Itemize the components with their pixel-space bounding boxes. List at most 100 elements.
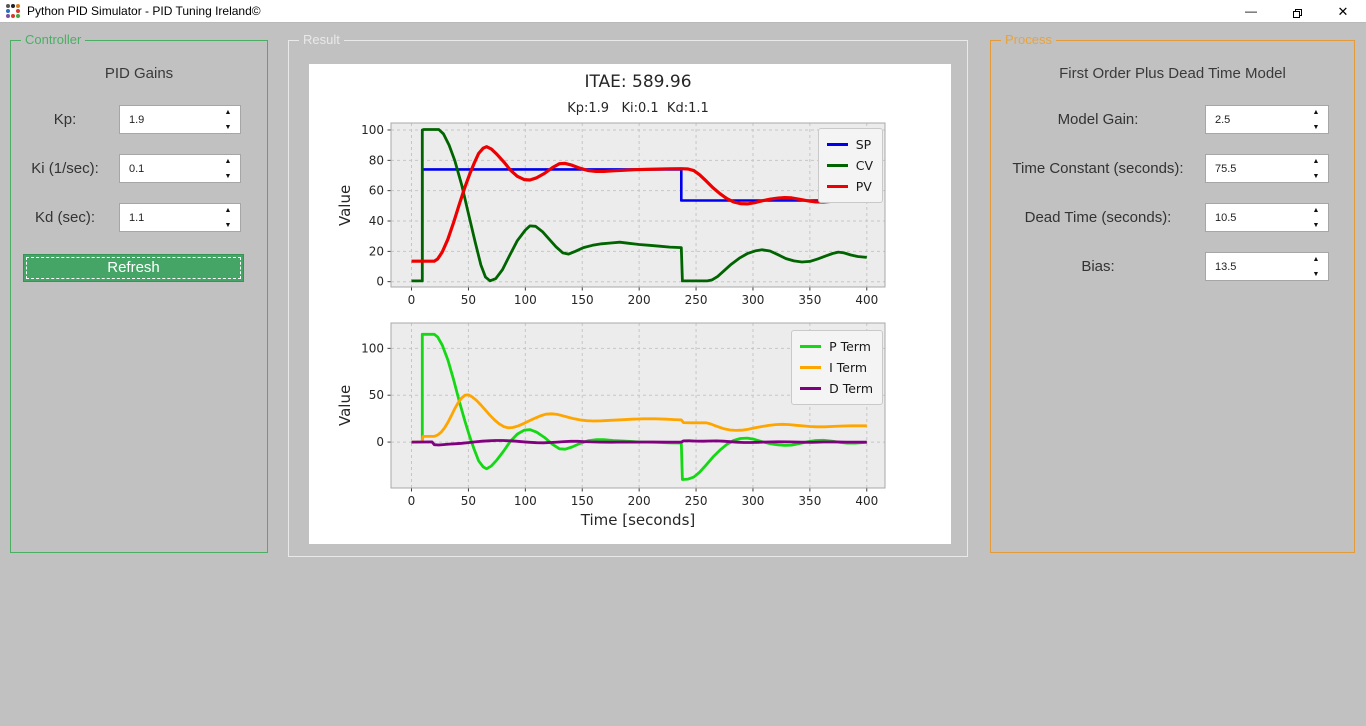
time-constant-input[interactable] bbox=[1215, 155, 1301, 182]
svg-text:80: 80 bbox=[369, 153, 384, 167]
model-gain-spin-down-icon[interactable]: ▼ bbox=[1312, 124, 1320, 131]
ki-spinbox[interactable]: ▲▼ bbox=[119, 154, 241, 183]
time-constant-spinbox[interactable]: ▲▼ bbox=[1205, 154, 1329, 183]
time-constant-spin-up-icon[interactable]: ▲ bbox=[1312, 158, 1320, 165]
legend-item: D Term bbox=[800, 378, 873, 399]
minimize-button[interactable]: — bbox=[1245, 4, 1257, 18]
svg-text:400: 400 bbox=[855, 293, 878, 307]
legend-label: I Term bbox=[829, 360, 868, 375]
time-constant-label: Time Constant (seconds): bbox=[1012, 160, 1184, 177]
bias-spin-up-icon[interactable]: ▲ bbox=[1312, 256, 1320, 263]
svg-text:150: 150 bbox=[571, 494, 594, 508]
kp-spin-down-icon[interactable]: ▼ bbox=[224, 124, 232, 131]
fopdt-heading: First Order Plus Dead Time Model bbox=[1059, 65, 1286, 82]
app-icon bbox=[6, 4, 20, 18]
dead-time-spin-down-icon[interactable]: ▼ bbox=[1312, 222, 1320, 229]
chart-title: ITAE: 589.96 bbox=[584, 72, 692, 92]
svg-text:40: 40 bbox=[369, 214, 384, 228]
svg-text:100: 100 bbox=[514, 293, 537, 307]
svg-text:0: 0 bbox=[408, 293, 416, 307]
legend-label: SP bbox=[855, 137, 872, 152]
ki-label: Ki (1/sec): bbox=[31, 160, 99, 177]
ki-input[interactable] bbox=[129, 155, 213, 182]
bias-label: Bias: bbox=[1081, 258, 1115, 275]
top-chart-legend: SP CV PV bbox=[817, 128, 883, 203]
chart-subtitle: Kp:1.9 Ki:0.1 Kd:1.1 bbox=[567, 101, 709, 116]
legend-line-swatch bbox=[826, 143, 848, 146]
svg-text:300: 300 bbox=[742, 494, 765, 508]
svg-text:150: 150 bbox=[571, 293, 594, 307]
legend-line-swatch bbox=[826, 185, 848, 188]
ki-spin-up-icon[interactable]: ▲ bbox=[224, 158, 232, 165]
dead-time-spinbox[interactable]: ▲▼ bbox=[1205, 203, 1329, 232]
titlebar: Python PID Simulator - PID Tuning Irelan… bbox=[0, 0, 1366, 23]
figure: ITAE: 589.96 Kp:1.9 Ki:0.1 Kd:1.1 Value … bbox=[309, 64, 951, 544]
svg-text:100: 100 bbox=[514, 494, 537, 508]
restore-icon bbox=[1292, 9, 1302, 18]
pid-gains-heading: PID Gains bbox=[104, 65, 174, 82]
ki-spin-down-icon[interactable]: ▼ bbox=[224, 173, 232, 180]
svg-text:50: 50 bbox=[461, 293, 476, 307]
maximize-button[interactable] bbox=[1274, 0, 1320, 23]
svg-text:250: 250 bbox=[685, 494, 708, 508]
top-chart-y-axis-label: Value bbox=[336, 184, 354, 226]
svg-text:0: 0 bbox=[408, 494, 416, 508]
kp-spinbox[interactable]: ▲▼ bbox=[119, 105, 241, 134]
bottom-chart-legend: P Term I Term D Term bbox=[791, 330, 883, 405]
kd-label: Kd (sec): bbox=[34, 209, 95, 226]
result-panel: Result ITAE: 589.96 Kp:1.9 Ki:0.1 Kd:1.1… bbox=[288, 32, 968, 557]
kp-label: Kp: bbox=[53, 111, 77, 128]
process-panel-label: Process bbox=[1001, 32, 1056, 47]
kd-spinbox[interactable]: ▲▼ bbox=[119, 203, 241, 232]
legend-item: P Term bbox=[800, 336, 873, 357]
legend-item: PV bbox=[826, 176, 873, 197]
svg-text:250: 250 bbox=[685, 293, 708, 307]
close-button[interactable]: ✕ bbox=[1337, 4, 1349, 19]
result-panel-label: Result bbox=[299, 32, 344, 47]
svg-text:100: 100 bbox=[361, 123, 384, 137]
svg-text:60: 60 bbox=[369, 184, 384, 198]
legend-label: CV bbox=[855, 158, 873, 173]
svg-text:0: 0 bbox=[376, 275, 384, 289]
svg-text:200: 200 bbox=[628, 494, 651, 508]
svg-text:400: 400 bbox=[855, 494, 878, 508]
refresh-button[interactable]: Refresh bbox=[23, 254, 244, 282]
legend-line-swatch bbox=[826, 164, 848, 167]
model-gain-label: Model Gain: bbox=[1057, 111, 1139, 128]
top-chart: 0 50 100 150 200 250 300 350 400 0 20 40 60 80 100 bbox=[361, 122, 886, 307]
time-constant-spin-down-icon[interactable]: ▼ bbox=[1312, 173, 1320, 180]
bias-spin-down-icon[interactable]: ▼ bbox=[1312, 271, 1320, 278]
kd-spin-down-icon[interactable]: ▼ bbox=[224, 222, 232, 229]
model-gain-input[interactable] bbox=[1215, 106, 1301, 133]
legend-label: D Term bbox=[829, 381, 873, 396]
dead-time-input[interactable] bbox=[1215, 204, 1301, 231]
controller-panel-label: Controller bbox=[21, 32, 86, 47]
svg-text:20: 20 bbox=[369, 244, 384, 258]
svg-text:350: 350 bbox=[798, 293, 821, 307]
bottom-chart-y-axis-label: Value bbox=[336, 384, 354, 427]
legend-line-swatch bbox=[800, 387, 822, 390]
controller-panel: Controller PID Gains Kp: ▲▼ Ki (1/sec): … bbox=[10, 32, 268, 553]
svg-text:50: 50 bbox=[369, 388, 384, 402]
window-title: Python PID Simulator - PID Tuning Irelan… bbox=[27, 4, 261, 18]
model-gain-spin-up-icon[interactable]: ▲ bbox=[1312, 109, 1320, 116]
bias-input[interactable] bbox=[1215, 253, 1301, 280]
svg-text:300: 300 bbox=[742, 293, 765, 307]
svg-text:350: 350 bbox=[798, 494, 821, 508]
dead-time-label: Dead Time (seconds): bbox=[1024, 209, 1172, 226]
kd-spin-up-icon[interactable]: ▲ bbox=[224, 207, 232, 214]
svg-text:200: 200 bbox=[628, 293, 651, 307]
legend-line-swatch bbox=[800, 345, 822, 348]
legend-label: PV bbox=[855, 179, 872, 194]
bias-spinbox[interactable]: ▲▼ bbox=[1205, 252, 1329, 281]
model-gain-spinbox[interactable]: ▲▼ bbox=[1205, 105, 1329, 134]
dead-time-spin-up-icon[interactable]: ▲ bbox=[1312, 207, 1320, 214]
legend-line-swatch bbox=[800, 366, 822, 369]
kd-input[interactable] bbox=[129, 204, 213, 231]
legend-item: CV bbox=[826, 155, 873, 176]
legend-item: I Term bbox=[800, 357, 873, 378]
kp-spin-up-icon[interactable]: ▲ bbox=[224, 109, 232, 116]
svg-text:50: 50 bbox=[461, 494, 476, 508]
kp-input[interactable] bbox=[129, 106, 213, 133]
legend-label: P Term bbox=[829, 339, 871, 354]
